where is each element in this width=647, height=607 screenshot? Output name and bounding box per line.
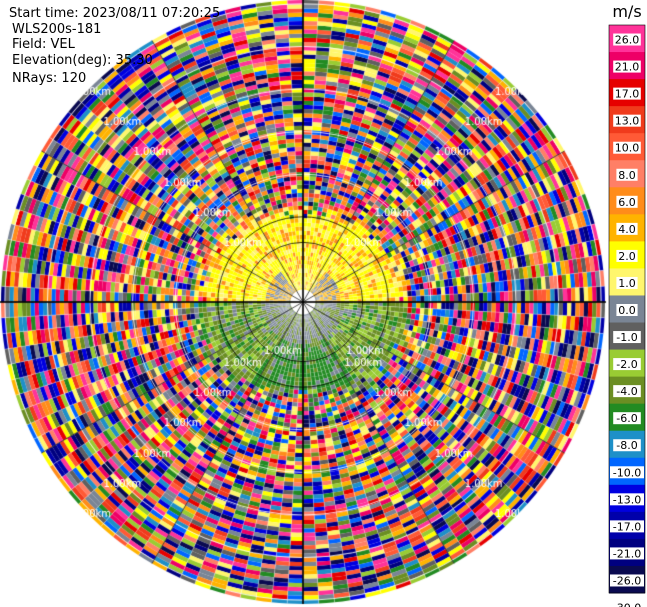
- colorbar-tick-label: -1.0: [616, 331, 637, 344]
- colorbar-tick-label: -6.0: [616, 412, 637, 425]
- field-label: Field: VEL: [12, 37, 75, 52]
- colorbar-label-bg: [616, 304, 638, 316]
- elevation-label: Elevation(deg): 35.30: [12, 53, 153, 68]
- colorbar-tick-label: 13.0: [615, 115, 640, 128]
- colorbar-label-bg: [613, 141, 641, 154]
- colorbar-tick-label: 8.0: [618, 169, 636, 182]
- colorbar-label-bg: [613, 385, 641, 398]
- colorbar-tick-label: -4.0: [616, 385, 637, 398]
- colorbar-tick-label: -30.0: [613, 602, 641, 607]
- colorbar-label-bg: [613, 439, 641, 452]
- colorbar-label-bg: [610, 601, 644, 607]
- colorbar-label-bg: [610, 520, 644, 533]
- colorbar-tick-labels: 26.0 21.0 17.0 13.0 10.0 8.0 6.0 4.0 2.0 1.0 0.0 -1…: [610, 33, 644, 607]
- colorbar-tick-label: -26.0: [613, 574, 641, 587]
- colorbar-tick-label: 6.0: [618, 196, 636, 209]
- colorbar-tick-label: -21.0: [613, 547, 641, 560]
- colorbar-label-bg: [616, 195, 638, 208]
- colorbar-tick-label: 0.0: [618, 304, 636, 317]
- colorbar-tick-label: -17.0: [613, 520, 641, 533]
- colorbar-label-bg: [613, 358, 641, 371]
- colorbar-label-bg: [613, 412, 641, 425]
- colorbar-tick-label: -10.0: [613, 466, 641, 479]
- colorbar-tick-label: 1.0: [618, 277, 636, 290]
- colorbar-label-bg: [610, 574, 644, 587]
- colorbar-unit: m/s: [612, 2, 641, 21]
- colorbar-tick-label: -2.0: [616, 358, 637, 371]
- colorbar-tick-label: 2.0: [618, 250, 636, 263]
- colorbar-tick-label: 21.0: [615, 61, 640, 74]
- colorbar-border: [608, 24, 646, 594]
- colorbar-label-bg: [610, 493, 644, 506]
- colorbar-label-bg: [613, 33, 641, 46]
- colorbar-tick-label: -8.0: [616, 439, 637, 452]
- colorbar-label-bg: [613, 331, 641, 344]
- colorbar-label-bg: [610, 466, 644, 479]
- colorbar-label-bg: [616, 249, 638, 262]
- start-time-label: Start time: 2023/08/11 07:20:25: [9, 6, 221, 21]
- colorbar-label-bg: [613, 60, 641, 73]
- colorbar-tick-label: -13.0: [613, 493, 641, 506]
- colorbar-label-bg: [616, 276, 638, 289]
- colorbar-label-bg: [616, 168, 638, 181]
- colorbar-label-bg: [610, 547, 644, 560]
- colorbar-tick-label: 26.0: [615, 34, 640, 47]
- colorbar-label-bg: [613, 87, 641, 100]
- nrays-label: NRays: 120: [12, 71, 87, 86]
- colorbar-tick-label: 10.0: [615, 142, 640, 155]
- instrument-label: WLS200s-181: [12, 22, 102, 37]
- colorbar-tick-label: 4.0: [618, 223, 636, 236]
- colorbar-tick-label: 17.0: [615, 88, 640, 101]
- colorbar-label-bg: [613, 114, 641, 127]
- colorbar-label-bg: [616, 222, 638, 235]
